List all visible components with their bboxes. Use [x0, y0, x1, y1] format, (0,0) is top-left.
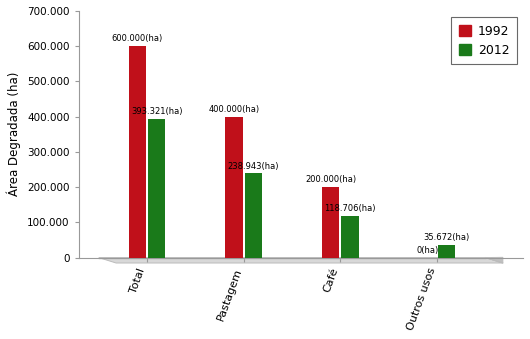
Bar — [438, 245, 455, 258]
Y-axis label: Área Degradada (ha): Área Degradada (ha) — [7, 72, 21, 197]
Text: 393.321(ha): 393.321(ha) — [131, 107, 182, 116]
Text: 200.000(ha): 200.000(ha) — [305, 175, 356, 184]
Legend: 1992, 2012: 1992, 2012 — [452, 17, 517, 64]
Text: 0(ha): 0(ha) — [417, 246, 438, 255]
Bar — [245, 173, 262, 258]
Bar — [341, 216, 359, 258]
Text: 238.943(ha): 238.943(ha) — [228, 162, 279, 171]
Bar — [225, 117, 243, 258]
Text: 118.706(ha): 118.706(ha) — [324, 204, 376, 213]
Bar — [148, 119, 165, 258]
Polygon shape — [485, 257, 503, 263]
Bar — [129, 46, 146, 258]
Bar — [322, 187, 339, 258]
Text: 600.000(ha): 600.000(ha) — [112, 34, 163, 43]
Text: 35.672(ha): 35.672(ha) — [423, 233, 470, 242]
Polygon shape — [99, 258, 503, 263]
Text: 400.000(ha): 400.000(ha) — [208, 105, 260, 114]
